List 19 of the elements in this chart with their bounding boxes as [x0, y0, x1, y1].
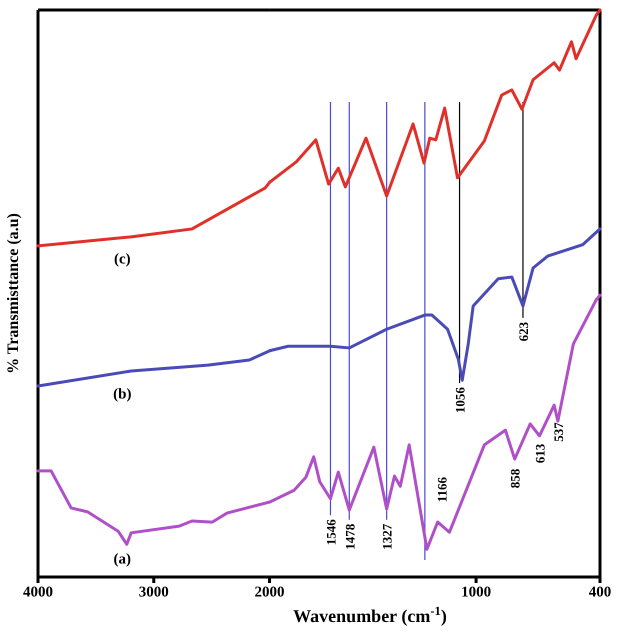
annotation: 1056	[452, 386, 468, 414]
annotation: 613	[532, 443, 547, 464]
annotation: 537	[550, 422, 566, 442]
series-label: (a)	[114, 552, 132, 568]
y-axis-title: % Transmisttance (a.u)	[5, 213, 22, 374]
x-tick-label: 4000	[23, 584, 53, 601]
series-label: (c)	[114, 252, 131, 268]
annotation: 858	[507, 468, 522, 488]
annotation: 1546	[322, 518, 338, 546]
annotation: 1327	[379, 523, 394, 550]
x-axis-title: Wavenumber (cm$^{-1}$)	[293, 604, 447, 626]
annotation: 1166	[434, 476, 449, 502]
series-label: (b)	[113, 386, 132, 402]
x-tick-label: 3000	[138, 584, 169, 601]
x-tick-label: 2000	[254, 584, 285, 601]
annotation: 623	[515, 321, 530, 342]
annotation: 1478	[342, 523, 357, 550]
x-tick-label: 1000	[461, 584, 492, 601]
x-tick-label: 400	[588, 584, 612, 601]
